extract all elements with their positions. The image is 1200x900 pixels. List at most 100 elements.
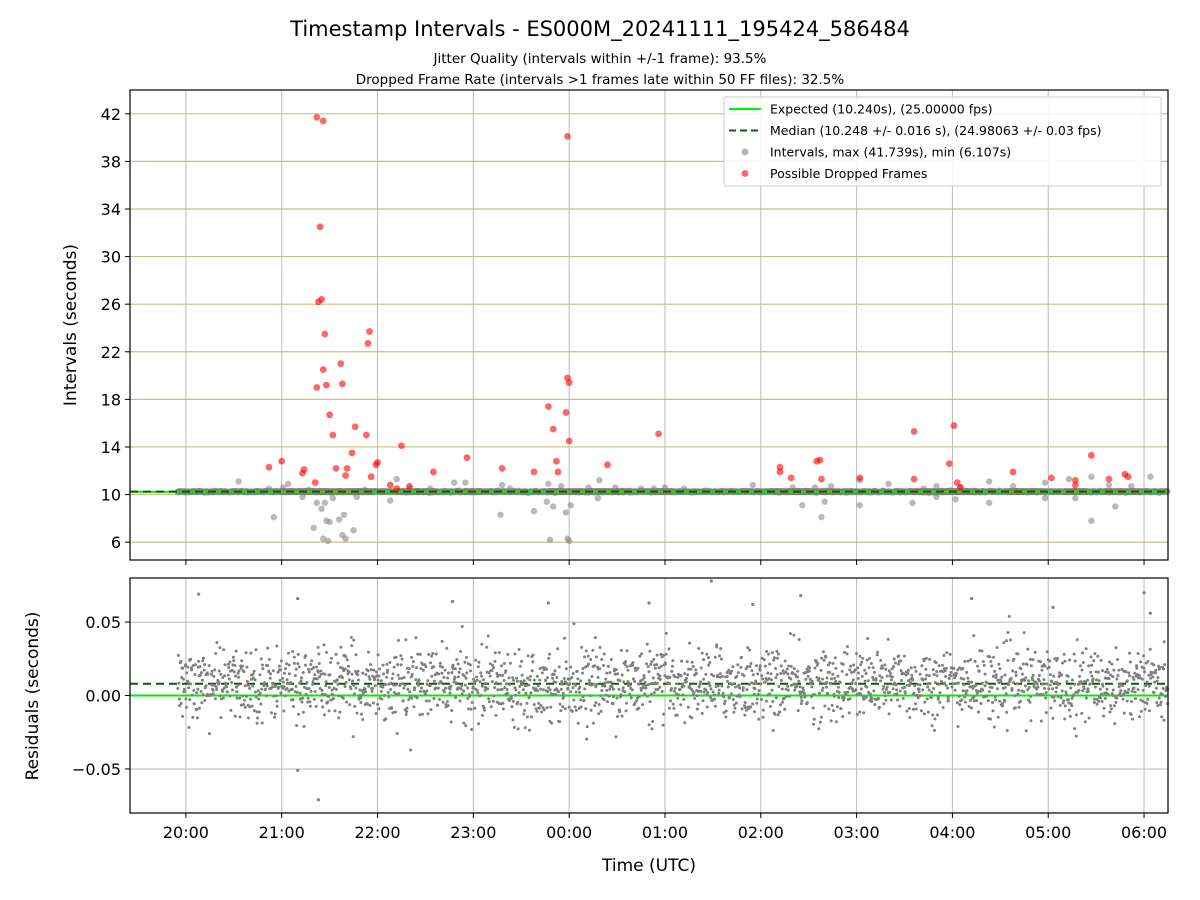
residual-point bbox=[604, 693, 608, 697]
dropped-frame-point bbox=[393, 485, 401, 493]
residual-point bbox=[1043, 664, 1047, 668]
residual-point bbox=[397, 691, 401, 695]
residual-point bbox=[768, 692, 772, 696]
residual-point bbox=[660, 664, 664, 668]
residual-point bbox=[612, 695, 616, 699]
residual-point bbox=[1022, 690, 1026, 694]
residual-point bbox=[883, 663, 887, 667]
residual-point bbox=[1035, 682, 1039, 686]
residual-point bbox=[1059, 696, 1063, 700]
residual-point bbox=[378, 667, 382, 671]
residual-point bbox=[702, 658, 706, 662]
residual-point bbox=[1065, 679, 1069, 683]
residual-point bbox=[476, 665, 480, 669]
residual-point bbox=[713, 704, 717, 708]
residual-point bbox=[294, 684, 298, 688]
residual-point bbox=[975, 698, 979, 702]
residual-point bbox=[974, 683, 978, 687]
residual-point bbox=[930, 724, 934, 728]
residual-point bbox=[1100, 700, 1104, 704]
interval-point bbox=[342, 535, 349, 542]
residual-point bbox=[287, 672, 291, 676]
residual-point bbox=[285, 662, 289, 666]
residual-point bbox=[972, 634, 976, 638]
residual-point bbox=[651, 676, 655, 680]
residual-point bbox=[958, 703, 962, 707]
residual-point bbox=[587, 678, 591, 682]
residual-point bbox=[699, 680, 703, 684]
residual-point bbox=[282, 684, 286, 688]
residual-point bbox=[618, 679, 622, 683]
residual-point bbox=[476, 691, 480, 695]
intervals-y-tick-label: 18 bbox=[101, 390, 121, 409]
residual-point bbox=[713, 655, 717, 659]
residual-point bbox=[1045, 682, 1049, 686]
dropped-frame-point bbox=[362, 431, 370, 439]
residual-point bbox=[891, 687, 895, 691]
interval-point bbox=[985, 478, 993, 485]
residual-point bbox=[859, 692, 863, 696]
residual-point bbox=[933, 681, 937, 685]
residual-point bbox=[648, 700, 652, 704]
residual-point bbox=[381, 663, 385, 667]
residual-point bbox=[521, 688, 525, 692]
residual-point bbox=[995, 646, 999, 650]
residual-point bbox=[906, 671, 910, 675]
residual-point bbox=[1084, 647, 1088, 651]
residual-point bbox=[921, 688, 925, 692]
residual-point bbox=[848, 697, 852, 701]
residual-point bbox=[1106, 671, 1110, 675]
residual-point bbox=[392, 665, 396, 669]
residual-point bbox=[1020, 672, 1024, 676]
residual-point bbox=[322, 713, 326, 717]
residual-point bbox=[602, 652, 606, 656]
intervals-y-tick-label: 22 bbox=[101, 343, 121, 362]
residual-point bbox=[694, 671, 698, 675]
residual-point bbox=[344, 655, 348, 659]
residual-point bbox=[440, 639, 444, 643]
residual-point bbox=[418, 689, 422, 693]
residual-point bbox=[1144, 684, 1148, 688]
residual-point bbox=[349, 687, 353, 691]
residual-point bbox=[526, 676, 530, 680]
residual-point bbox=[769, 678, 773, 682]
residual-point bbox=[179, 701, 183, 705]
residual-point bbox=[371, 701, 375, 705]
residual-point bbox=[254, 695, 258, 699]
residual-point bbox=[938, 700, 942, 704]
residual-point bbox=[582, 698, 586, 702]
dropped-frame-point bbox=[544, 403, 552, 410]
residual-point bbox=[917, 690, 921, 694]
residual-point bbox=[784, 670, 788, 674]
residual-point bbox=[1148, 647, 1152, 651]
residual-point bbox=[770, 688, 774, 692]
residual-point bbox=[999, 680, 1003, 684]
residual-point bbox=[480, 674, 484, 678]
residual-point bbox=[1023, 684, 1027, 688]
residual-point bbox=[1058, 703, 1062, 707]
residual-point bbox=[258, 673, 262, 677]
residual-point bbox=[987, 689, 991, 693]
residual-point bbox=[924, 656, 928, 660]
residual-point bbox=[493, 659, 497, 663]
residual-point bbox=[720, 657, 724, 661]
interval-point bbox=[1128, 483, 1135, 490]
residual-point bbox=[553, 669, 557, 673]
residual-point bbox=[944, 674, 948, 678]
residual-point bbox=[726, 685, 730, 689]
residual-point bbox=[1086, 689, 1090, 693]
residual-point bbox=[369, 662, 373, 666]
residual-point bbox=[755, 697, 759, 701]
dropped-frame-point bbox=[945, 460, 953, 468]
residual-point bbox=[983, 672, 987, 676]
residual-point bbox=[918, 672, 922, 676]
residual-point bbox=[571, 671, 575, 675]
residual-point bbox=[664, 652, 668, 656]
residual-point bbox=[1117, 668, 1121, 672]
residual-point bbox=[911, 678, 915, 682]
residual-point bbox=[246, 716, 250, 720]
residual-point bbox=[282, 709, 286, 713]
residual-point bbox=[219, 716, 223, 720]
